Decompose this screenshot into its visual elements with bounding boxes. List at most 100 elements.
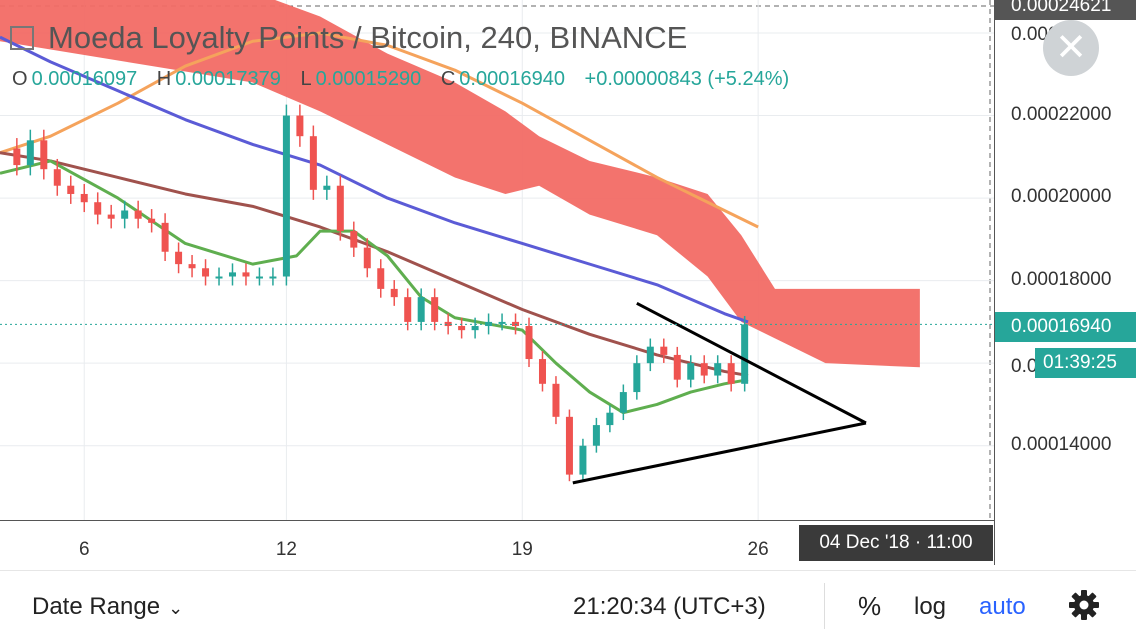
low-label: L — [300, 68, 312, 90]
log-scale-toggle[interactable]: log — [914, 593, 947, 620]
bottom-toolbar: Date Range ⌄ 21:20:34 (UTC+3) % log auto — [0, 570, 1136, 641]
candle-body — [485, 321, 493, 327]
candle-body — [458, 326, 466, 331]
candle-body — [592, 425, 600, 446]
candle-body — [498, 321, 506, 324]
candle-body — [67, 185, 75, 194]
candle-body — [121, 210, 129, 219]
time-tick-label: 26 — [747, 539, 769, 560]
candle-body — [80, 193, 88, 203]
close-button[interactable]: ✕ — [1043, 20, 1099, 76]
high-label: H — [156, 68, 172, 90]
candle-body — [255, 276, 263, 279]
close-label: C — [440, 68, 456, 90]
candle-body — [107, 214, 115, 219]
time-tick-label: 6 — [78, 539, 90, 560]
candle-body — [40, 140, 48, 170]
candle-body — [444, 321, 452, 327]
candle-body — [431, 297, 439, 322]
candle-body — [417, 297, 425, 322]
candle-body — [377, 268, 385, 289]
candle-body — [525, 326, 533, 360]
candle-body — [741, 324, 749, 384]
date-range-button[interactable]: Date Range ⌄ — [32, 593, 183, 621]
time-tick-label: 12 — [275, 539, 297, 560]
triangle-upper-line — [636, 302, 867, 425]
candle-body — [269, 276, 277, 279]
time-tick-label: 19 — [511, 539, 533, 560]
open-label: O — [12, 68, 28, 90]
candle-body — [94, 202, 102, 215]
candle-body — [175, 251, 183, 265]
candle-body — [242, 272, 250, 277]
candle-body — [336, 185, 344, 232]
top-price-tag: 0.00024621 — [995, 0, 1136, 20]
moving-average-brown — [0, 151, 749, 378]
clock[interactable]: 21:20:34 (UTC+3) — [573, 593, 766, 620]
candle-body — [727, 363, 735, 384]
candle-body — [565, 416, 573, 475]
chart-title: Moeda Loyalty Points / Bitcoin, 240, BIN… — [48, 20, 688, 55]
bar-countdown: 01:39:25 — [1035, 348, 1136, 378]
high-value: 0.00017379 — [175, 68, 281, 90]
close-icon: ✕ — [1055, 27, 1087, 69]
candle-body — [700, 363, 708, 376]
candle-body — [161, 222, 169, 252]
price-axis-label-partial: 0.0 — [1011, 356, 1038, 377]
auto-scale-toggle[interactable]: auto — [979, 593, 1026, 620]
candle-body — [188, 264, 196, 269]
candle-body — [633, 363, 641, 393]
price-tick-label: 0.00014000 — [1011, 433, 1112, 455]
candle-body — [606, 412, 614, 426]
percent-scale-toggle[interactable]: % — [858, 591, 882, 621]
candle-body — [471, 326, 479, 331]
price-tick-label: 0.00018000 — [1011, 268, 1112, 290]
close-value: 0.00016940 — [459, 68, 565, 90]
ichimoku-cloud — [0, 0, 920, 368]
moving-average-orange — [0, 31, 759, 229]
candle-body — [673, 354, 681, 380]
candle-body — [148, 218, 156, 223]
candle-body — [228, 272, 236, 277]
candle-body — [202, 268, 210, 277]
candle-body — [323, 185, 331, 190]
candle-body — [404, 297, 412, 322]
toolbar-divider — [824, 583, 825, 629]
price-chart[interactable] — [0, 0, 994, 520]
last-price-tag: 0.00016940 — [995, 312, 1136, 342]
date-range-label: Date Range — [32, 593, 161, 620]
change-value: +0.00000843 (+5.24%) — [584, 68, 790, 90]
gear-icon[interactable] — [1068, 589, 1100, 621]
candle-body — [350, 231, 358, 248]
candle-body — [53, 169, 61, 186]
price-tick-label: 0.00020000 — [1011, 186, 1112, 208]
candle-body — [619, 392, 627, 413]
chevron-down-icon: ⌄ — [168, 598, 184, 618]
candle-body — [390, 288, 398, 298]
low-value: 0.00015290 — [315, 68, 422, 90]
chart-area[interactable]: Moeda Loyalty Points / Bitcoin, 240, BIN… — [0, 0, 994, 520]
candle-body — [282, 115, 290, 277]
candle-body — [26, 140, 34, 166]
open-value: 0.00016097 — [31, 68, 138, 90]
candle-body — [215, 276, 223, 279]
price-axis[interactable]: 0.00024621 0.000 0.00014000 0.00018000 0.0… — [994, 0, 1136, 565]
candle-body — [714, 363, 722, 376]
triangle-lower-line — [572, 421, 867, 485]
crosshair-date-label: 04 Dec '18 · 11:00 — [799, 525, 993, 561]
candle-body — [579, 445, 587, 475]
ohlc-legend: O 0.00016097 H 0.00017379 L 0.00015290 C 0.0… — [12, 68, 803, 91]
candle-body — [538, 359, 546, 384]
candle-body — [363, 247, 371, 269]
candle-body — [296, 115, 304, 137]
candle-body — [660, 346, 668, 355]
price-tick-label: 0.00022000 — [1011, 103, 1112, 125]
moving-average-blue — [0, 35, 749, 324]
candle-body — [646, 346, 654, 364]
candle-body — [687, 363, 695, 380]
candle-body — [13, 148, 21, 166]
symbol-icon — [10, 26, 34, 50]
candle-body — [134, 210, 142, 219]
candle-body — [309, 136, 317, 190]
candle-body — [552, 383, 560, 417]
